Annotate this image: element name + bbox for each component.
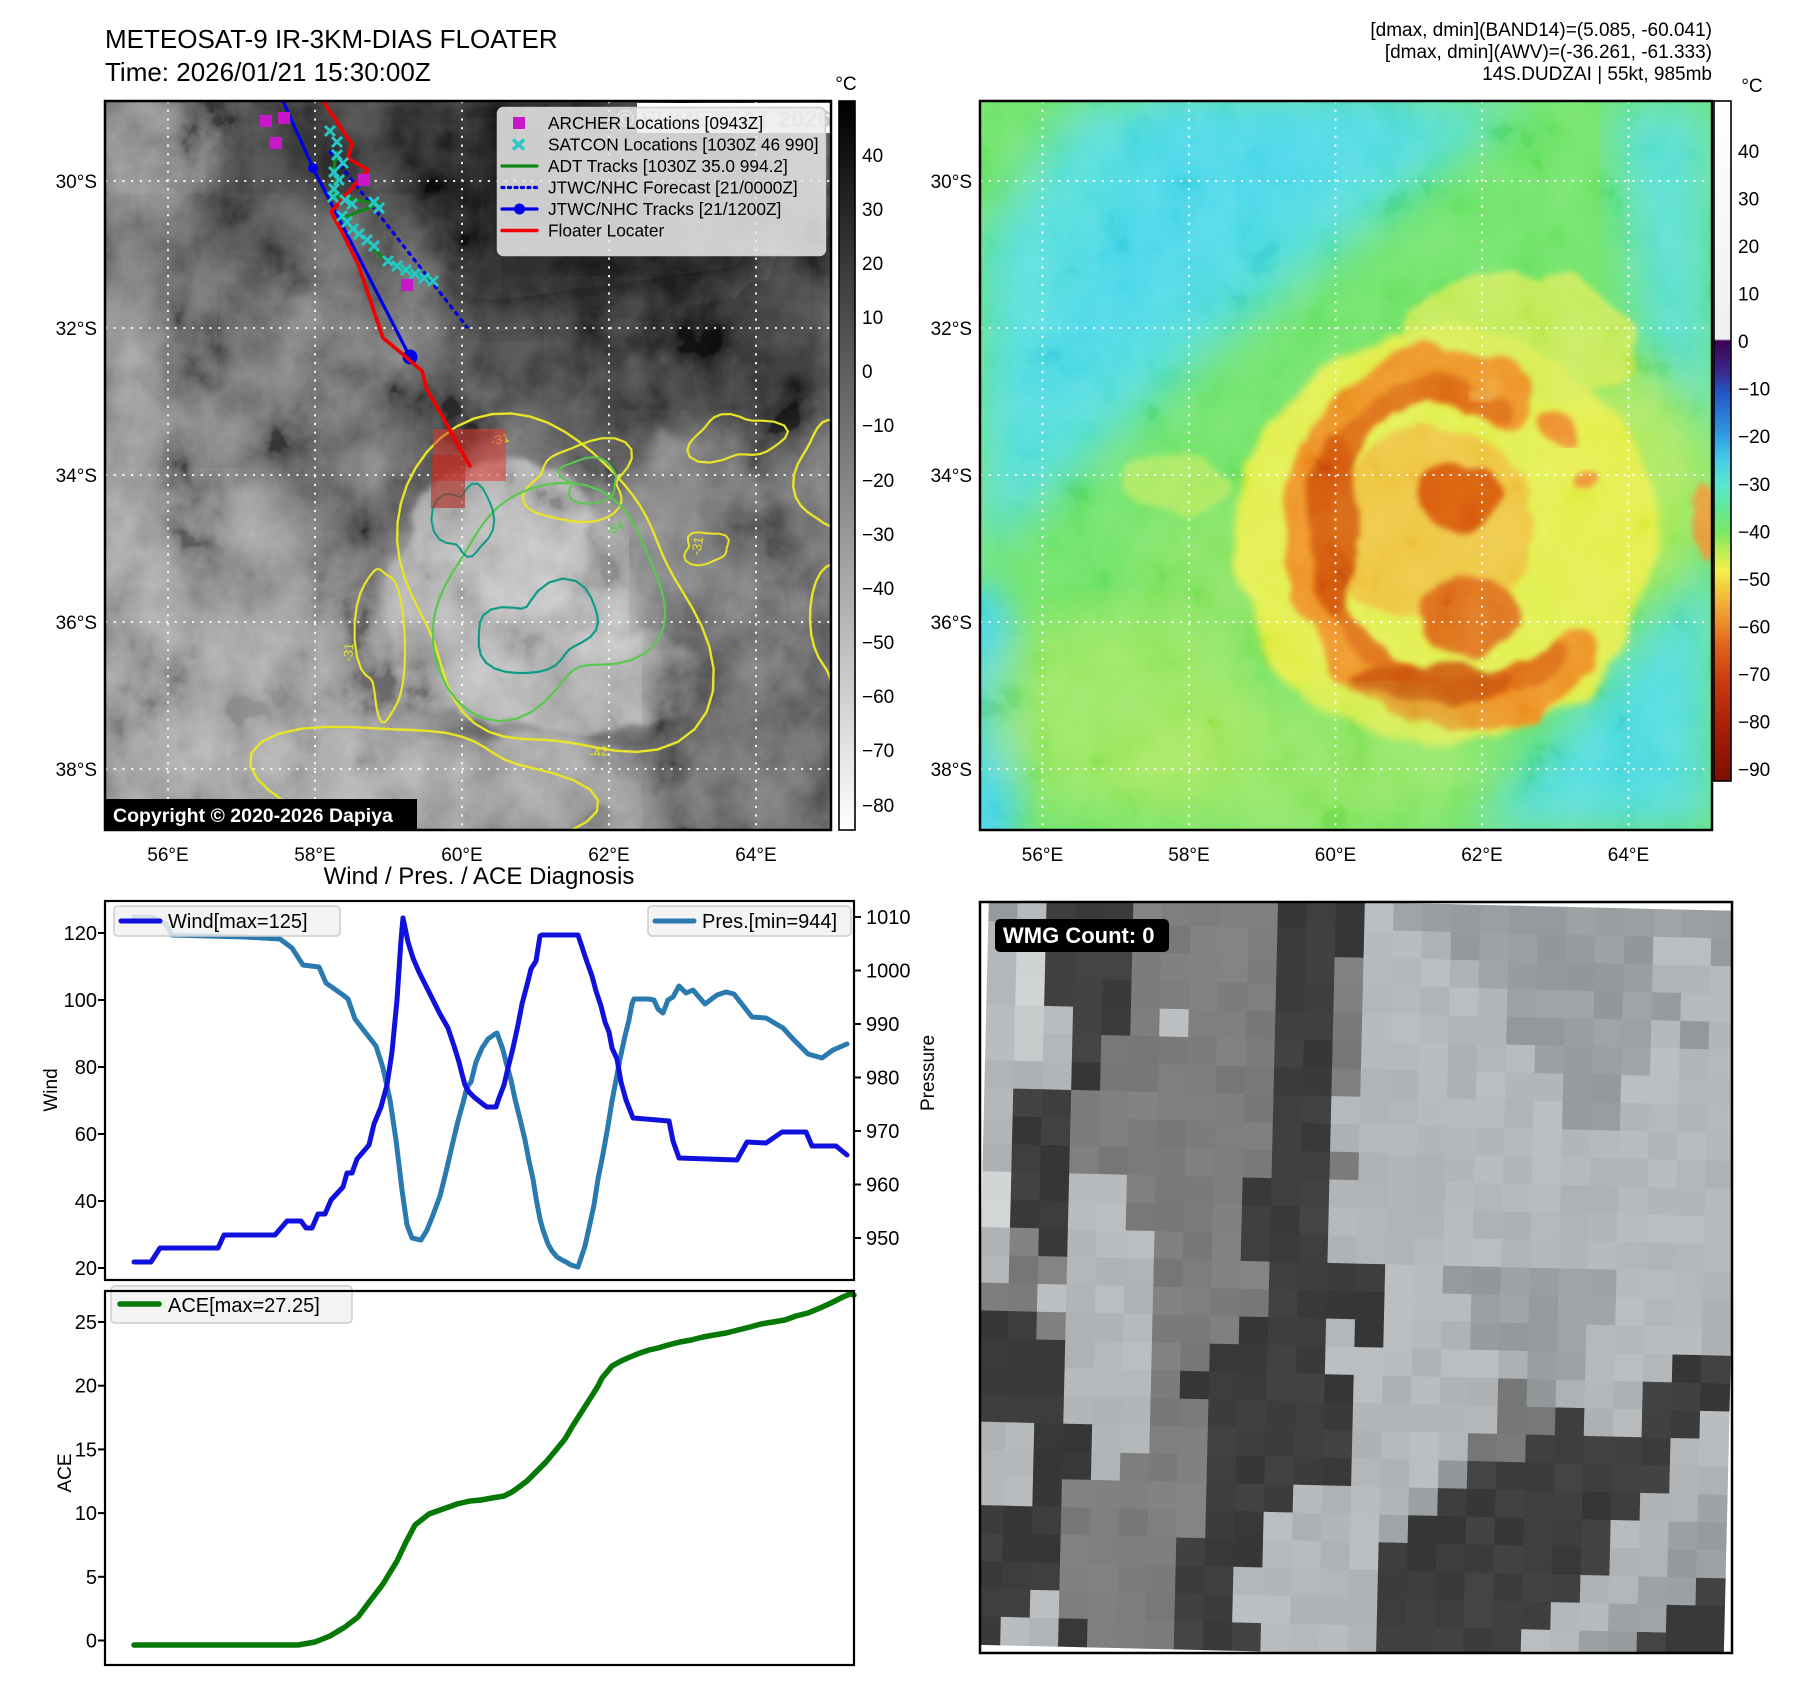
svg-text:−10: −10	[862, 416, 894, 437]
svg-text:30°S: 30°S	[56, 172, 97, 193]
svg-text:10: 10	[862, 308, 883, 329]
svg-text:36°S: 36°S	[931, 613, 972, 634]
svg-text:10: 10	[1738, 285, 1759, 306]
svg-text:Copyright © 2020-2026 Dapiya: Copyright © 2020-2026 Dapiya	[113, 805, 393, 827]
svg-text:−50: −50	[862, 633, 894, 654]
svg-text:100: 100	[64, 990, 97, 1012]
svg-text:20: 20	[862, 254, 883, 275]
svg-text:0: 0	[862, 362, 873, 383]
svg-text:60°E: 60°E	[1315, 845, 1356, 866]
svg-text:58°E: 58°E	[294, 845, 335, 866]
svg-text:Pres.[min=944]: Pres.[min=944]	[702, 911, 837, 933]
svg-text:−90: −90	[1738, 760, 1770, 781]
svg-text:−30: −30	[862, 525, 894, 546]
svg-text:−40: −40	[862, 579, 894, 600]
svg-text:-54: -54	[603, 517, 626, 539]
svg-text:970: 970	[866, 1121, 899, 1143]
svg-text:−80: −80	[1738, 713, 1770, 734]
svg-text:20: 20	[75, 1258, 97, 1280]
svg-text:−10: −10	[1738, 380, 1770, 401]
svg-text:WMG Count: 0: WMG Count: 0	[1003, 923, 1155, 948]
svg-text:60: 60	[75, 1124, 97, 1146]
svg-text:0: 0	[1738, 332, 1749, 353]
svg-text:38°S: 38°S	[56, 760, 97, 781]
svg-text:40: 40	[1738, 142, 1759, 163]
svg-text:56°E: 56°E	[147, 845, 188, 866]
svg-text:0: 0	[86, 1631, 97, 1653]
svg-text:Wind / Pres. / ACE Diagnosis: Wind / Pres. / ACE Diagnosis	[324, 863, 635, 890]
svg-text:80: 80	[75, 1057, 97, 1079]
svg-text:-42: -42	[588, 743, 609, 761]
svg-text:990: 990	[866, 1014, 899, 1036]
svg-text:−20: −20	[1738, 427, 1770, 448]
svg-text:120: 120	[64, 923, 97, 945]
svg-text:ADT Tracks [1030Z 35.0 994.2]: ADT Tracks [1030Z 35.0 994.2]	[548, 156, 788, 176]
svg-text:°C: °C	[835, 74, 856, 95]
svg-text:64°E: 64°E	[735, 845, 776, 866]
svg-text:60°E: 60°E	[441, 845, 482, 866]
svg-text:34°S: 34°S	[56, 466, 97, 487]
svg-text:−50: −50	[1738, 570, 1770, 591]
svg-text:°C: °C	[1741, 76, 1762, 97]
svg-text:1010: 1010	[866, 907, 911, 929]
svg-text:30°S: 30°S	[931, 172, 972, 193]
svg-text:62°E: 62°E	[588, 845, 629, 866]
svg-text:Time: 2026/01/21 15:30:00Z: Time: 2026/01/21 15:30:00Z	[105, 57, 431, 87]
svg-text:15: 15	[75, 1439, 97, 1461]
svg-text:38°S: 38°S	[931, 760, 972, 781]
svg-text:-31: -31	[340, 642, 357, 662]
svg-text:62°E: 62°E	[1461, 845, 1502, 866]
svg-text:36°S: 36°S	[56, 613, 97, 634]
svg-text:ACE: ACE	[55, 1453, 76, 1492]
svg-text:METEOSAT-9 IR-3KM-DIAS FLOATER: METEOSAT-9 IR-3KM-DIAS FLOATER	[105, 24, 558, 54]
svg-text:64°E: 64°E	[1608, 845, 1649, 866]
svg-text:30: 30	[1738, 190, 1759, 211]
svg-text:−70: −70	[862, 741, 894, 762]
svg-text:40: 40	[862, 146, 883, 167]
svg-text:SATCON Locations [1030Z 46 990: SATCON Locations [1030Z 46 990]	[548, 135, 819, 155]
svg-text:5: 5	[86, 1567, 97, 1589]
svg-text:−30: −30	[1738, 475, 1770, 496]
svg-text:−80: −80	[862, 796, 894, 817]
svg-text:980: 980	[866, 1068, 899, 1090]
svg-text:[dmax, dmin](BAND14)=(5.085, -: [dmax, dmin](BAND14)=(5.085, -60.041)	[1370, 20, 1712, 41]
svg-text:20: 20	[1738, 237, 1759, 258]
svg-text:10: 10	[75, 1503, 97, 1525]
svg-text:1000: 1000	[866, 961, 911, 983]
svg-text:−20: −20	[862, 471, 894, 492]
svg-text:34°S: 34°S	[931, 466, 972, 487]
svg-text:−70: −70	[1738, 665, 1770, 686]
svg-text:ARCHER Locations [0943Z]: ARCHER Locations [0943Z]	[548, 113, 763, 133]
svg-text:Pressure: Pressure	[918, 1035, 939, 1111]
svg-text:960: 960	[866, 1175, 899, 1197]
svg-text:ACE[max=27.25]: ACE[max=27.25]	[168, 1295, 320, 1317]
svg-text:Wind: Wind	[41, 1068, 62, 1111]
svg-text:JTWC/NHC Forecast [21/0000Z]: JTWC/NHC Forecast [21/0000Z]	[548, 178, 798, 198]
svg-text:30: 30	[862, 200, 883, 221]
svg-text:56°E: 56°E	[1022, 845, 1063, 866]
svg-text:40: 40	[75, 1191, 97, 1213]
svg-text:JTWC/NHC Tracks [21/1200Z]: JTWC/NHC Tracks [21/1200Z]	[548, 199, 781, 219]
svg-text:−60: −60	[862, 687, 894, 708]
svg-text:14S.DUDZAI | 55kt, 985mb: 14S.DUDZAI | 55kt, 985mb	[1482, 64, 1712, 85]
svg-text:20: 20	[75, 1376, 97, 1398]
svg-text:32°S: 32°S	[931, 319, 972, 340]
svg-text:950: 950	[866, 1228, 899, 1250]
svg-text:32°S: 32°S	[56, 319, 97, 340]
svg-text:−40: −40	[1738, 523, 1770, 544]
svg-text:25: 25	[75, 1312, 97, 1334]
svg-text:-31: -31	[688, 535, 706, 556]
svg-text:−60: −60	[1738, 618, 1770, 639]
svg-text:[dmax, dmin](AWV)=(-36.261, -6: [dmax, dmin](AWV)=(-36.261, -61.333)	[1385, 42, 1712, 63]
svg-text:Floater Locater: Floater Locater	[548, 221, 664, 241]
svg-text:58°E: 58°E	[1168, 845, 1209, 866]
svg-text:Wind[max=125]: Wind[max=125]	[168, 911, 308, 933]
